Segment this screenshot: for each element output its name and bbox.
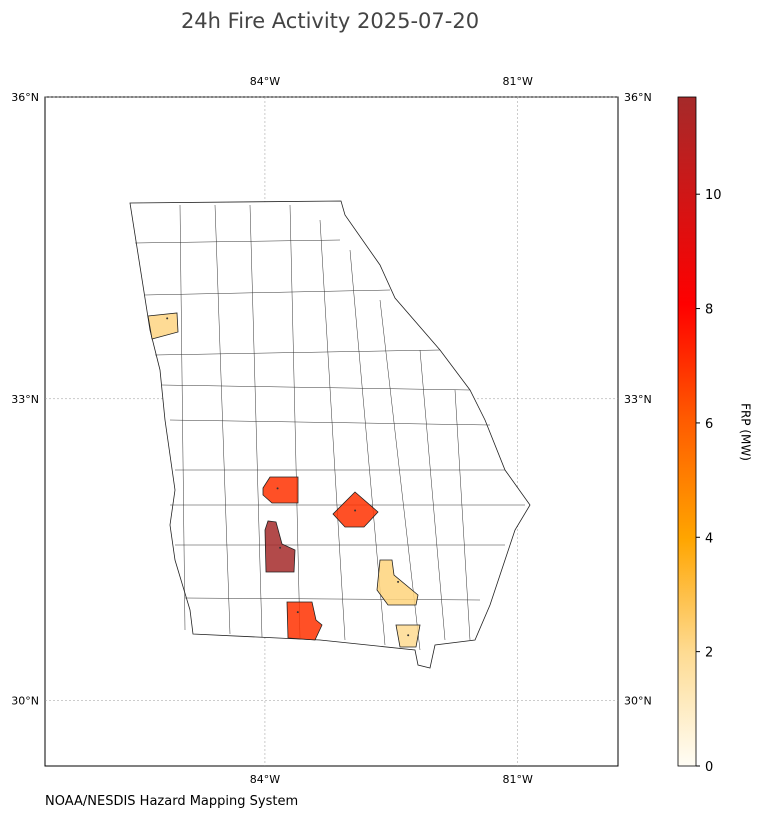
fire-point xyxy=(166,317,169,320)
x-tick-label: 84°W xyxy=(250,773,280,786)
x-tick-label: 81°W xyxy=(503,773,533,786)
y-tick-label: 36°N xyxy=(11,91,39,104)
y-tick-label: 30°N xyxy=(624,695,652,708)
fire-point xyxy=(397,580,400,583)
y-tick-label: 36°N xyxy=(624,91,652,104)
colorbar-tick-label: 4 xyxy=(705,531,713,546)
colorbar-tick-label: 10 xyxy=(705,188,722,203)
colorbar-tick-label: 2 xyxy=(705,646,713,661)
title: 24h Fire Activity 2025-07-20 xyxy=(181,9,479,33)
colorbar-tick-label: 0 xyxy=(705,760,713,775)
colorbar-label: FRP (MW) xyxy=(739,403,753,461)
colorbar-tick-label: 6 xyxy=(705,417,713,432)
y-tick-label: 33°N xyxy=(624,393,652,406)
y-tick-label: 30°N xyxy=(11,695,39,708)
fire-county xyxy=(262,476,299,504)
fire-point xyxy=(276,487,279,490)
fire-point xyxy=(354,509,357,512)
x-tick-label: 81°W xyxy=(503,75,533,88)
fire-county xyxy=(147,312,179,340)
state-outline xyxy=(129,200,531,669)
fire-point xyxy=(296,611,299,614)
fire-point xyxy=(279,546,282,549)
fire-county xyxy=(332,491,379,528)
county-lines xyxy=(134,204,525,651)
x-tick-label: 84°W xyxy=(250,75,280,88)
y-tick-label: 33°N xyxy=(11,393,39,406)
colorbar-tick-label: 8 xyxy=(705,303,713,318)
fire-point xyxy=(407,634,410,637)
fire-county xyxy=(286,601,323,641)
source-note: NOAA/NESDIS Hazard Mapping System xyxy=(45,794,298,809)
fire-county xyxy=(264,520,296,573)
colorbar xyxy=(677,96,697,767)
